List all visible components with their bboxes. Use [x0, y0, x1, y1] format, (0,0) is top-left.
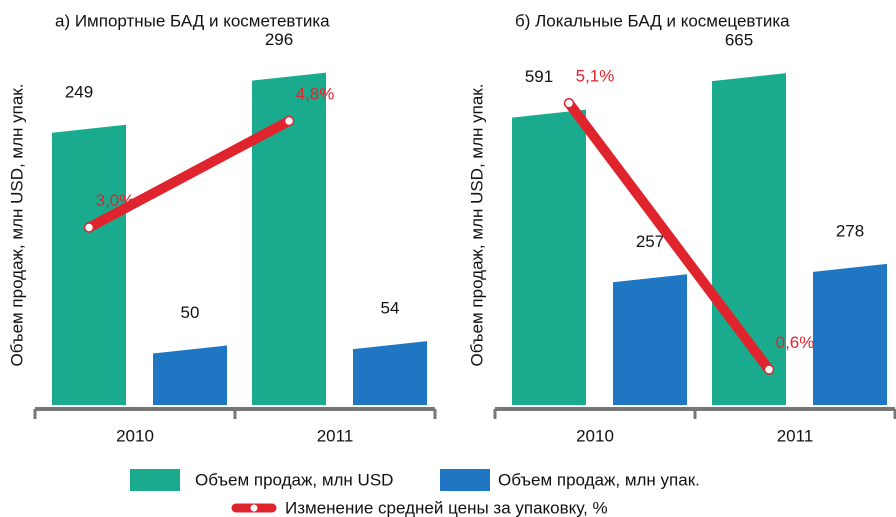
- bar: [252, 72, 326, 405]
- bar-value-label: 296: [265, 30, 293, 49]
- bar-value-label: 278: [836, 221, 864, 240]
- chart-title: а) Импортные БАД и косметевтика: [55, 11, 330, 30]
- line-marker: [563, 98, 575, 109]
- bar-value-label: 591: [525, 67, 553, 86]
- y-axis-label: Объем продаж, млн USD, млн упак.: [467, 84, 486, 367]
- line-value-label: 3,0%: [96, 191, 135, 210]
- bar: [52, 124, 126, 405]
- y-axis-label: Объем продаж, млн USD, млн упак.: [7, 84, 26, 367]
- bar-value-label: 50: [181, 303, 200, 322]
- legend-label: Объем продаж, млн упак.: [498, 470, 700, 489]
- bar-value-label: 665: [725, 31, 753, 50]
- line-value-label: 4,8%: [296, 84, 335, 103]
- bar: [353, 341, 427, 405]
- bar: [512, 109, 586, 406]
- line-value-label: 5,1%: [576, 67, 615, 86]
- x-tick-label: 2010: [576, 426, 614, 445]
- legend-label: Изменение средней цены за упаковку, %: [285, 498, 608, 517]
- line: [84, 116, 294, 233]
- legend-swatch: [440, 469, 490, 491]
- bar: [613, 274, 687, 405]
- x-tick-label: 2010: [116, 426, 154, 445]
- line: [564, 98, 774, 375]
- line-marker: [763, 364, 775, 375]
- line-marker: [283, 115, 295, 127]
- bar: [712, 73, 786, 406]
- legend-marker: [250, 504, 258, 512]
- legend-swatch: [130, 469, 180, 491]
- line-marker: [83, 222, 95, 233]
- bar: [813, 263, 887, 405]
- bar-value-label: 257: [636, 232, 664, 251]
- legend-label: Объем продаж, млн USD: [195, 470, 393, 489]
- x-tick-label: 2011: [777, 426, 814, 445]
- x-tick-label: 2011: [317, 426, 354, 445]
- bar-value-label: 54: [381, 299, 400, 318]
- chart-title: б) Локальные БАД и космецевтика: [515, 11, 790, 30]
- bar: [153, 345, 227, 405]
- line-value-label: 0,6%: [776, 333, 815, 352]
- bar-value-label: 249: [65, 82, 93, 101]
